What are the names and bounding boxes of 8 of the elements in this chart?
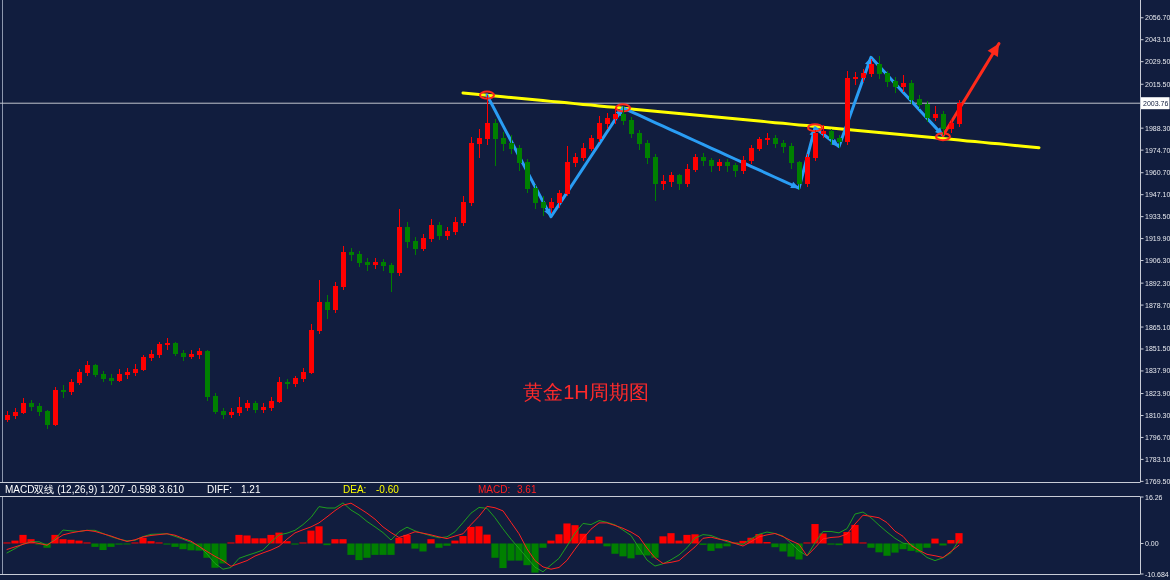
text: MACD:	[478, 484, 511, 495]
text: 黄金1H周期图	[523, 381, 649, 403]
chart-title: MACD双线 (12,26,9) 1.207 -0.598 3.610	[5, 484, 185, 495]
text: 3.61	[517, 484, 537, 495]
text: 1.21	[241, 484, 261, 495]
text: DIFF:	[207, 484, 232, 495]
text: DEA:	[343, 484, 367, 495]
text: -0.60	[376, 484, 400, 495]
